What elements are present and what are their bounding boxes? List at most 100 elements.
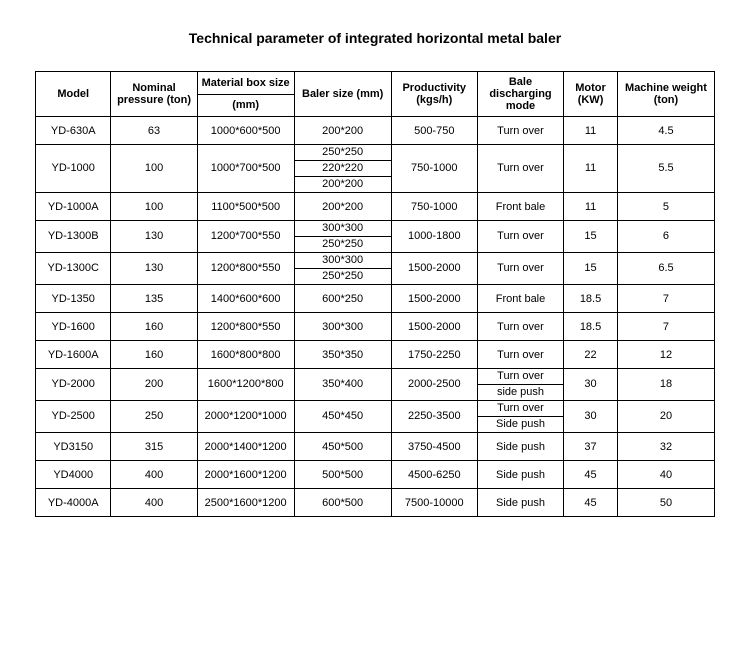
cell-model: YD-1300C <box>36 253 111 285</box>
th-boxsize-1: Material box size <box>197 72 294 95</box>
cell-prod: 750-1000 <box>391 193 477 221</box>
cell-box: 1200*800*550 <box>197 313 294 341</box>
cell-baler: 250*250 <box>294 237 391 253</box>
cell-disch: Turn over <box>477 341 563 369</box>
cell-pressure: 135 <box>111 285 197 313</box>
th-baler: Baler size (mm) <box>294 72 391 117</box>
th-pressure: Nominal pressure (ton) <box>111 72 197 117</box>
spec-table: Model Nominal pressure (ton) Material bo… <box>35 71 715 517</box>
cell-baler: 250*250 <box>294 145 391 161</box>
cell-weight: 18 <box>617 369 714 401</box>
cell-baler: 450*450 <box>294 401 391 433</box>
table-row: YD-10001001000*700*500250*250750-1000Tur… <box>36 145 715 161</box>
cell-baler: 450*500 <box>294 433 391 461</box>
table-row: YD31503152000*1400*1200450*5003750-4500S… <box>36 433 715 461</box>
cell-pressure: 130 <box>111 221 197 253</box>
table-header: Model Nominal pressure (ton) Material bo… <box>36 72 715 117</box>
cell-baler: 200*200 <box>294 177 391 193</box>
cell-pressure: 160 <box>111 313 197 341</box>
cell-weight: 12 <box>617 341 714 369</box>
cell-weight: 7 <box>617 313 714 341</box>
cell-pressure: 160 <box>111 341 197 369</box>
table-row: YD-20002001600*1200*800350*4002000-2500T… <box>36 369 715 385</box>
cell-prod: 1500-2000 <box>391 253 477 285</box>
cell-disch: Turn over <box>477 401 563 417</box>
th-boxsize-2: (mm) <box>197 94 294 117</box>
th-productivity: Productivity (kgs/h) <box>391 72 477 117</box>
cell-pressure: 200 <box>111 369 197 401</box>
cell-baler: 220*220 <box>294 161 391 177</box>
table-row: YD-1600A1601600*800*800350*3501750-2250T… <box>36 341 715 369</box>
table-row: YD-4000A4002500*1600*1200600*5007500-100… <box>36 489 715 517</box>
cell-box: 1200*800*550 <box>197 253 294 285</box>
cell-baler: 250*250 <box>294 269 391 285</box>
cell-box: 1600*1200*800 <box>197 369 294 401</box>
cell-model: YD-1600 <box>36 313 111 341</box>
cell-motor: 15 <box>564 253 618 285</box>
cell-pressure: 100 <box>111 145 197 193</box>
cell-baler: 350*350 <box>294 341 391 369</box>
cell-box: 2000*1600*1200 <box>197 461 294 489</box>
cell-box: 1000*600*500 <box>197 117 294 145</box>
cell-motor: 11 <box>564 117 618 145</box>
cell-baler: 300*300 <box>294 313 391 341</box>
cell-pressure: 250 <box>111 401 197 433</box>
cell-disch: Turn over <box>477 221 563 253</box>
cell-pressure: 100 <box>111 193 197 221</box>
table-row: YD-630A631000*600*500200*200500-750Turn … <box>36 117 715 145</box>
cell-motor: 11 <box>564 145 618 193</box>
cell-pressure: 315 <box>111 433 197 461</box>
cell-prod: 7500-10000 <box>391 489 477 517</box>
cell-model: YD-630A <box>36 117 111 145</box>
cell-box: 2000*1200*1000 <box>197 401 294 433</box>
cell-weight: 5 <box>617 193 714 221</box>
cell-box: 1000*700*500 <box>197 145 294 193</box>
table-row: YD40004002000*1600*1200500*5004500-6250S… <box>36 461 715 489</box>
cell-disch: Front bale <box>477 285 563 313</box>
cell-prod: 3750-4500 <box>391 433 477 461</box>
cell-weight: 20 <box>617 401 714 433</box>
cell-weight: 50 <box>617 489 714 517</box>
cell-model: YD-1350 <box>36 285 111 313</box>
cell-baler: 600*250 <box>294 285 391 313</box>
cell-model: YD-4000A <box>36 489 111 517</box>
cell-prod: 2000-2500 <box>391 369 477 401</box>
cell-prod: 4500-6250 <box>391 461 477 489</box>
cell-weight: 7 <box>617 285 714 313</box>
cell-disch: Turn over <box>477 253 563 285</box>
table-row: YD-25002502000*1200*1000450*4502250-3500… <box>36 401 715 417</box>
cell-motor: 18.5 <box>564 313 618 341</box>
cell-box: 1600*800*800 <box>197 341 294 369</box>
cell-motor: 18.5 <box>564 285 618 313</box>
cell-baler: 600*500 <box>294 489 391 517</box>
cell-disch: Front bale <box>477 193 563 221</box>
cell-weight: 6.5 <box>617 253 714 285</box>
table-row: YD-13501351400*600*600600*2501500-2000Fr… <box>36 285 715 313</box>
cell-pressure: 130 <box>111 253 197 285</box>
cell-prod: 1500-2000 <box>391 285 477 313</box>
cell-motor: 37 <box>564 433 618 461</box>
cell-motor: 22 <box>564 341 618 369</box>
cell-box: 1400*600*600 <box>197 285 294 313</box>
cell-motor: 30 <box>564 401 618 433</box>
cell-disch: Turn over <box>477 369 563 385</box>
cell-weight: 5.5 <box>617 145 714 193</box>
cell-motor: 45 <box>564 461 618 489</box>
cell-disch: Side push <box>477 433 563 461</box>
cell-box: 1100*500*500 <box>197 193 294 221</box>
cell-prod: 1500-2000 <box>391 313 477 341</box>
cell-disch: Side push <box>477 461 563 489</box>
cell-motor: 15 <box>564 221 618 253</box>
cell-motor: 45 <box>564 489 618 517</box>
cell-motor: 11 <box>564 193 618 221</box>
cell-model: YD-1000 <box>36 145 111 193</box>
table-row: YD-1300C1301200*800*550300*3001500-2000T… <box>36 253 715 269</box>
cell-disch: Turn over <box>477 313 563 341</box>
table-row: YD-1000A1001100*500*500200*200750-1000Fr… <box>36 193 715 221</box>
cell-baler: 200*200 <box>294 117 391 145</box>
table-body: YD-630A631000*600*500200*200500-750Turn … <box>36 117 715 517</box>
cell-weight: 40 <box>617 461 714 489</box>
cell-baler: 300*300 <box>294 221 391 237</box>
cell-baler: 500*500 <box>294 461 391 489</box>
cell-disch: Turn over <box>477 145 563 193</box>
